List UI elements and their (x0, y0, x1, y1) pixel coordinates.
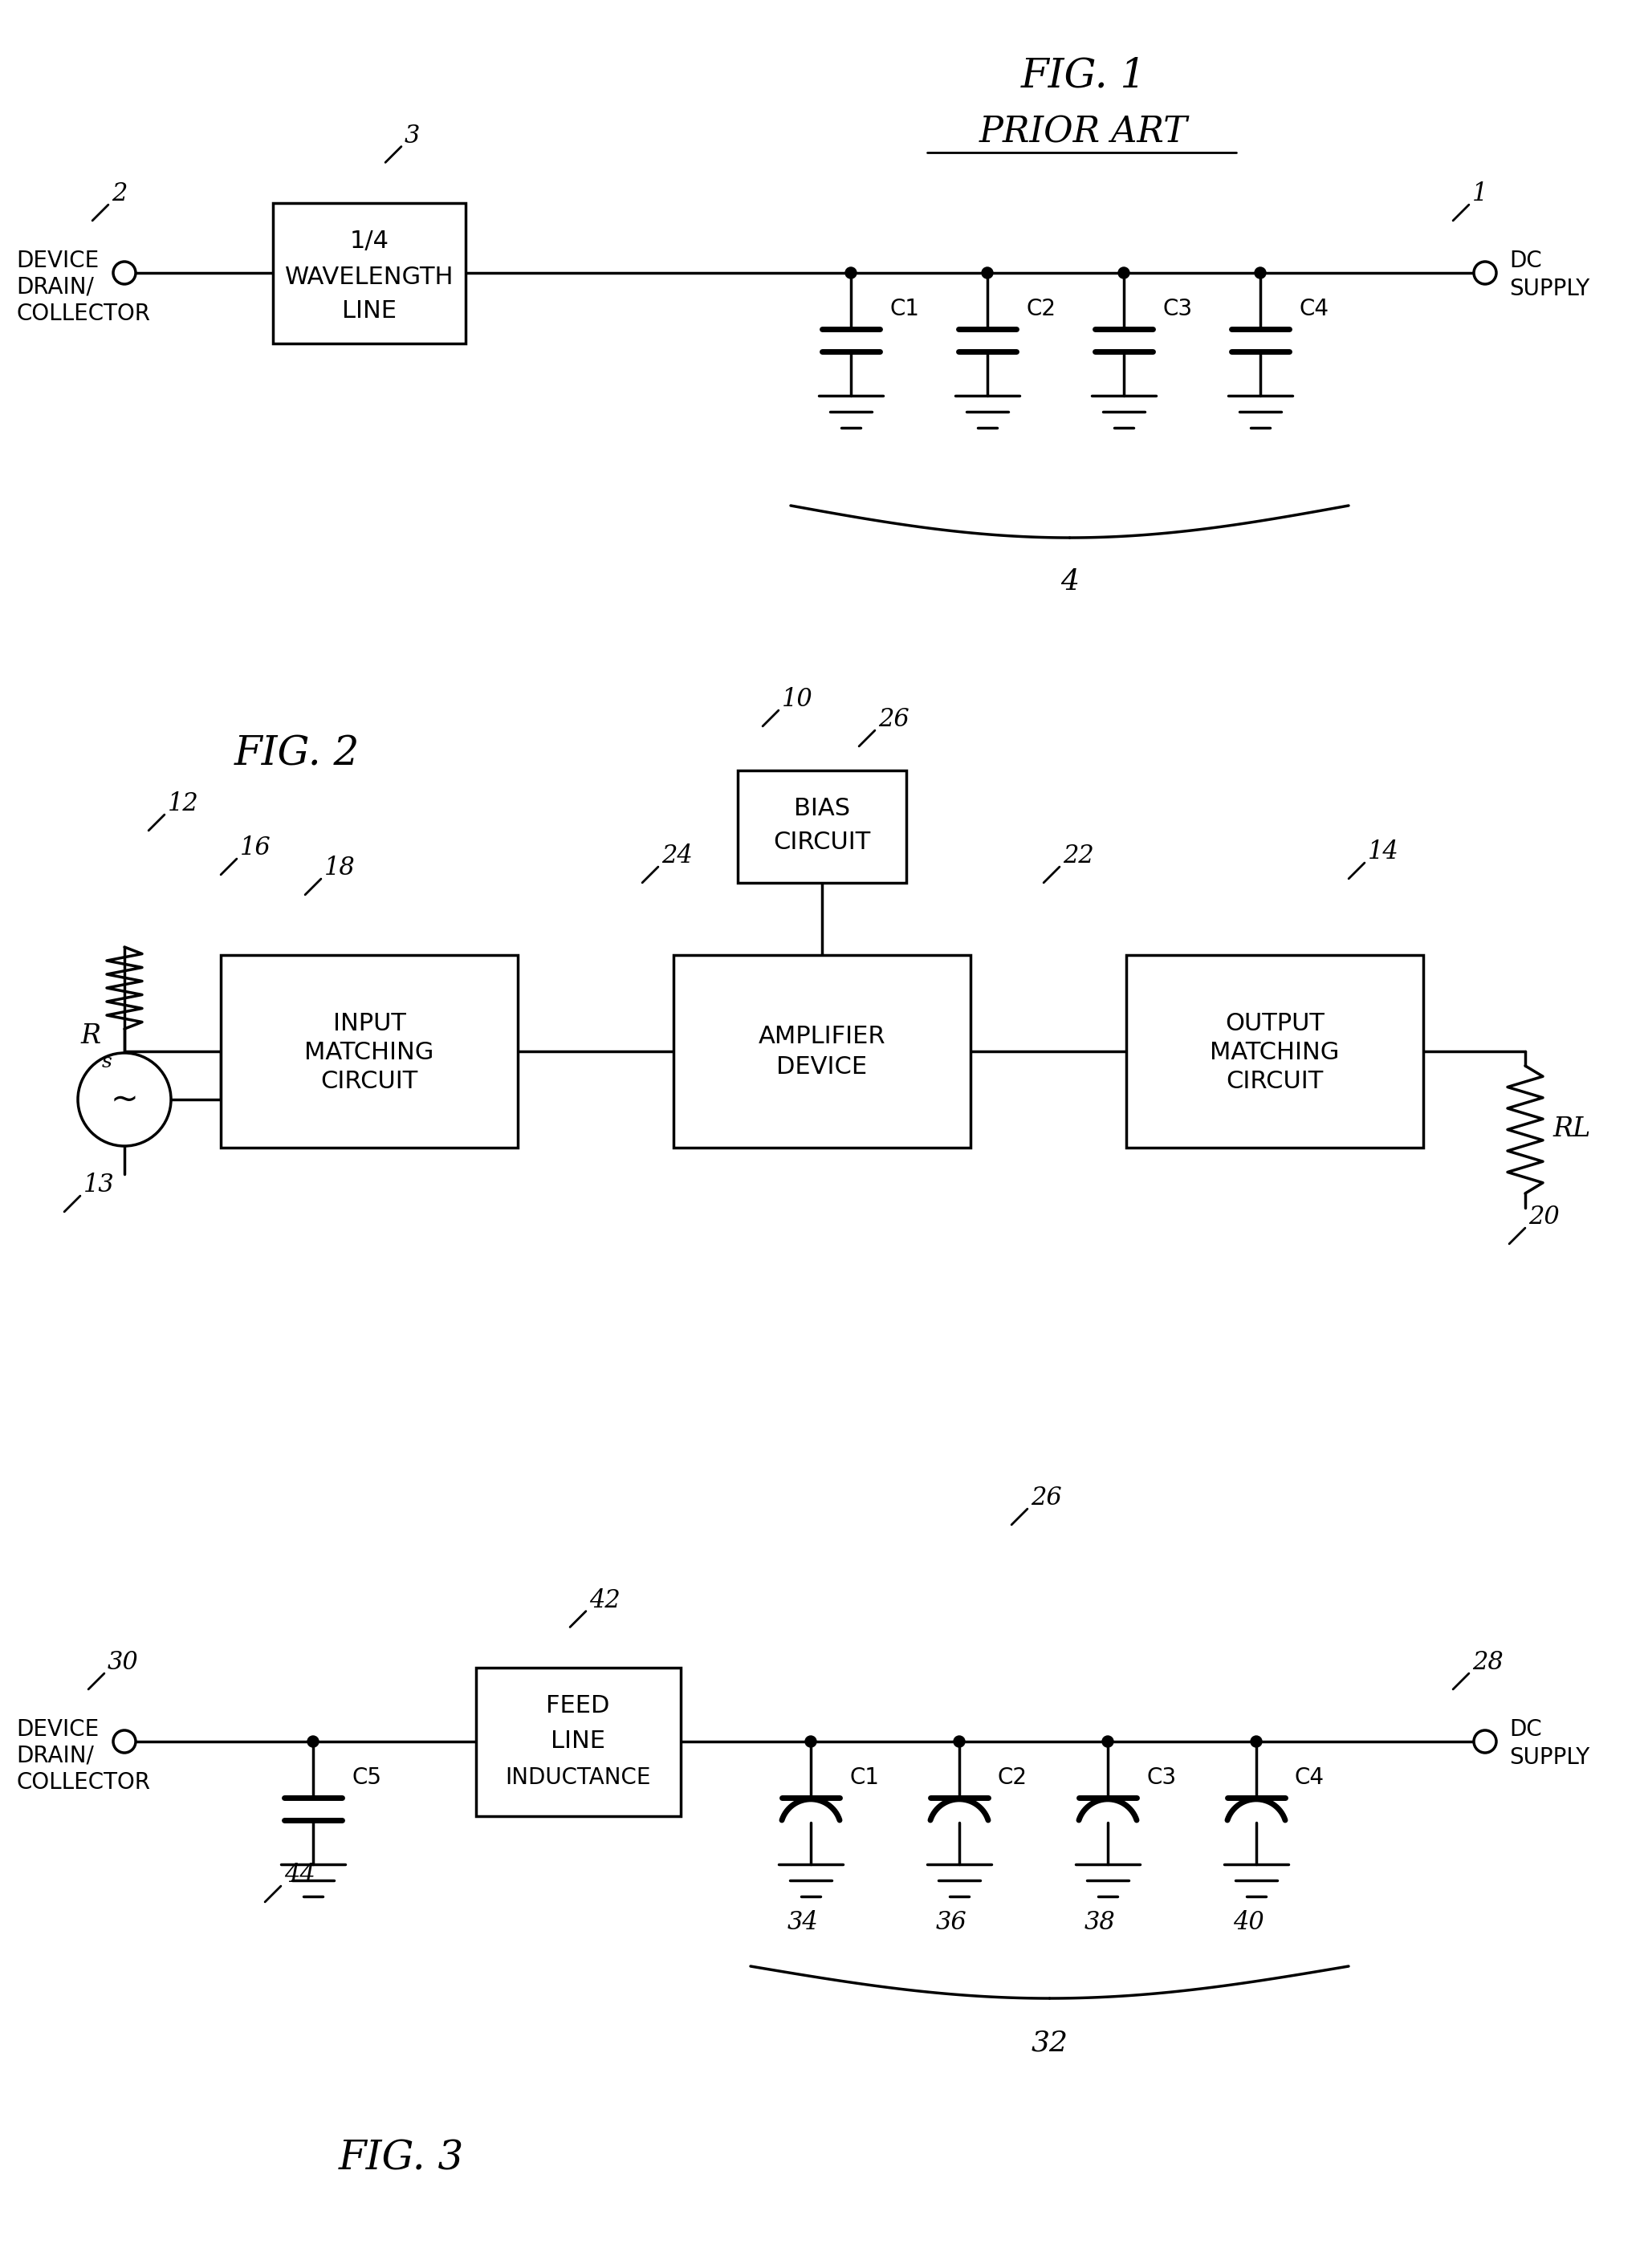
Circle shape (113, 261, 136, 284)
Text: DRAIN/: DRAIN/ (16, 277, 94, 299)
Text: C2: C2 (1026, 297, 1055, 320)
Text: SUPPLY: SUPPLY (1509, 1746, 1590, 1769)
Text: PRIOR ART: PRIOR ART (980, 116, 1189, 150)
Text: 36: 36 (935, 1910, 967, 1935)
Text: 38: 38 (1083, 1910, 1115, 1935)
Text: WAVELENGTH: WAVELENGTH (284, 265, 454, 288)
Text: R: R (81, 1023, 100, 1048)
Circle shape (954, 1735, 965, 1746)
Text: 42: 42 (589, 1588, 620, 1613)
Text: 1: 1 (1471, 181, 1488, 206)
Text: C3: C3 (1162, 297, 1192, 320)
Circle shape (845, 268, 857, 279)
Text: DEVICE: DEVICE (776, 1055, 868, 1080)
Text: 4: 4 (1060, 569, 1078, 596)
Text: 2: 2 (112, 181, 127, 206)
Text: 10: 10 (783, 687, 812, 712)
Text: 24: 24 (661, 844, 692, 869)
Text: C3: C3 (1146, 1767, 1175, 1789)
Text: 44: 44 (284, 1862, 316, 1887)
Text: 13: 13 (84, 1173, 115, 1198)
Text: BIAS: BIAS (794, 798, 850, 821)
Text: 28: 28 (1471, 1651, 1503, 1676)
Text: CIRCUIT: CIRCUIT (1226, 1070, 1323, 1093)
Bar (273, 202, 465, 342)
Text: MATCHING: MATCHING (304, 1041, 434, 1064)
Text: C2: C2 (998, 1767, 1028, 1789)
Circle shape (1118, 268, 1129, 279)
Text: COLLECTOR: COLLECTOR (16, 1771, 150, 1794)
Text: OUTPUT: OUTPUT (1225, 1012, 1325, 1034)
Text: 34: 34 (787, 1910, 819, 1935)
Text: MATCHING: MATCHING (1210, 1041, 1340, 1064)
Text: 32: 32 (1031, 2030, 1069, 2057)
Text: 22: 22 (1062, 844, 1093, 869)
Text: s: s (102, 1052, 112, 1070)
Text: 16: 16 (240, 835, 271, 860)
Circle shape (1254, 268, 1266, 279)
Text: FIG. 2: FIG. 2 (233, 735, 360, 773)
Text: COLLECTOR: COLLECTOR (16, 302, 150, 324)
Text: 12: 12 (168, 792, 199, 816)
Text: 40: 40 (1233, 1910, 1264, 1935)
Text: INDUCTANCE: INDUCTANCE (505, 1767, 651, 1789)
Circle shape (113, 1730, 136, 1753)
Bar (1126, 955, 1424, 1148)
Text: DC: DC (1509, 1719, 1542, 1742)
Bar (220, 955, 518, 1148)
Text: DC: DC (1509, 249, 1542, 272)
Text: SUPPLY: SUPPLY (1509, 277, 1590, 299)
Circle shape (307, 1735, 319, 1746)
Text: CIRCUIT: CIRCUIT (321, 1070, 418, 1093)
Text: 20: 20 (1529, 1204, 1560, 1229)
Text: FIG. 3: FIG. 3 (339, 2139, 464, 2180)
Text: C1: C1 (850, 1767, 880, 1789)
Text: C1: C1 (889, 297, 919, 320)
Bar (475, 1667, 681, 1817)
Circle shape (1473, 1730, 1496, 1753)
Circle shape (77, 1052, 171, 1145)
Text: DRAIN/: DRAIN/ (16, 1744, 94, 1767)
Text: DEVICE: DEVICE (16, 249, 99, 272)
Text: CIRCUIT: CIRCUIT (773, 830, 871, 855)
Bar (738, 771, 906, 882)
Circle shape (806, 1735, 817, 1746)
Text: 26: 26 (1031, 1486, 1062, 1510)
Text: 3: 3 (404, 122, 421, 147)
Text: INPUT: INPUT (332, 1012, 406, 1034)
Circle shape (1473, 261, 1496, 284)
Text: ~: ~ (110, 1082, 138, 1116)
Text: FIG. 1: FIG. 1 (1021, 57, 1146, 95)
Bar (674, 955, 970, 1148)
Text: FEED: FEED (546, 1694, 610, 1717)
Text: 26: 26 (878, 708, 909, 733)
Text: C5: C5 (352, 1767, 381, 1789)
Circle shape (1251, 1735, 1263, 1746)
Text: LINE: LINE (551, 1730, 605, 1753)
Circle shape (1101, 1735, 1113, 1746)
Text: C4: C4 (1299, 297, 1328, 320)
Text: C4: C4 (1295, 1767, 1325, 1789)
Text: DEVICE: DEVICE (16, 1719, 99, 1742)
Circle shape (981, 268, 993, 279)
Text: LINE: LINE (342, 299, 396, 322)
Text: 1/4: 1/4 (350, 229, 390, 252)
Text: 14: 14 (1368, 839, 1399, 864)
Text: RL: RL (1554, 1116, 1591, 1143)
Text: 18: 18 (324, 855, 355, 880)
Text: AMPLIFIER: AMPLIFIER (758, 1025, 886, 1048)
Text: 30: 30 (107, 1651, 138, 1676)
